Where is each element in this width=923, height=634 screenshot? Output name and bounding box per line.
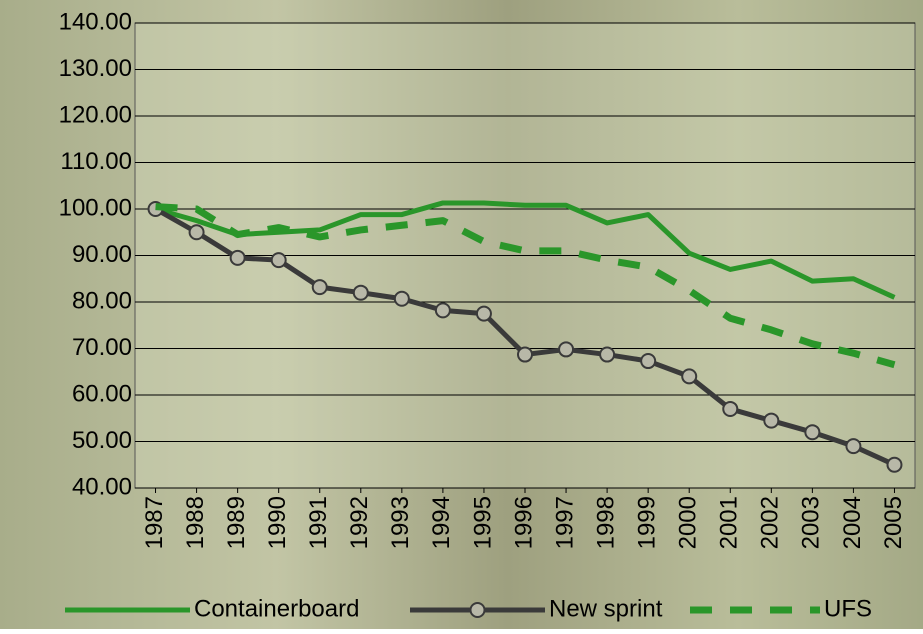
y-tick-label: 80.00	[72, 287, 132, 314]
point	[804, 424, 821, 441]
point	[352, 284, 369, 301]
x-tick-label: 1991	[305, 496, 332, 549]
series-line	[154, 200, 896, 300]
point	[311, 279, 328, 296]
y-tick-label: 140.00	[59, 8, 132, 35]
x-tick-label: 1993	[387, 496, 414, 549]
x-tick-label: 1989	[223, 496, 250, 549]
x-tick-label: 1988	[182, 496, 209, 549]
x-tick-label: 1987	[141, 496, 168, 549]
x-tick-label: 2001	[716, 496, 743, 549]
y-tick-label: 110.00	[60, 148, 132, 175]
point	[229, 249, 246, 266]
x-tick-label: 2005	[880, 496, 907, 549]
y-tick-label: 40.00	[72, 473, 132, 500]
x-tick-label: 1995	[469, 496, 496, 549]
y-tick-label: 70.00	[72, 334, 132, 361]
point	[517, 346, 533, 363]
y-tick-label: 130.00	[59, 55, 132, 82]
x-tick-label: 2003	[798, 496, 825, 549]
point	[599, 346, 616, 363]
x-tick-label: 2000	[675, 496, 702, 549]
y-tick-label: 60.00	[72, 380, 132, 407]
point	[845, 438, 862, 455]
x-tick-label: 2002	[757, 496, 784, 549]
x-tick-label: 1994	[428, 496, 455, 549]
point	[393, 290, 410, 307]
y-tick-label: 90.00	[72, 241, 132, 268]
series-line	[155, 203, 896, 369]
point	[434, 302, 451, 319]
x-tick-label: 1996	[510, 496, 537, 549]
x-tick-label: 1992	[346, 496, 373, 549]
y-tick-label: 50.00	[72, 427, 132, 454]
x-tick-label: 1999	[634, 496, 661, 549]
legend-label: UFS	[824, 595, 872, 622]
legend-marker	[469, 602, 486, 618]
point	[475, 305, 492, 322]
x-tick-label: 1998	[592, 496, 619, 549]
x-tick-label: 1990	[264, 496, 291, 549]
x-tick-label: 1997	[551, 496, 578, 549]
x-tick-label: 2004	[839, 496, 866, 549]
y-tick-label: 120.00	[59, 101, 132, 128]
point	[270, 252, 287, 269]
point	[763, 412, 780, 429]
legend-label: New sprint	[549, 595, 663, 622]
point	[722, 400, 739, 417]
y-tick-label: 100.00	[59, 194, 132, 221]
point	[640, 353, 657, 370]
point	[558, 341, 575, 358]
legend-label: Containerboard	[194, 595, 359, 622]
point	[681, 368, 698, 385]
point	[886, 456, 903, 473]
point	[188, 224, 205, 241]
